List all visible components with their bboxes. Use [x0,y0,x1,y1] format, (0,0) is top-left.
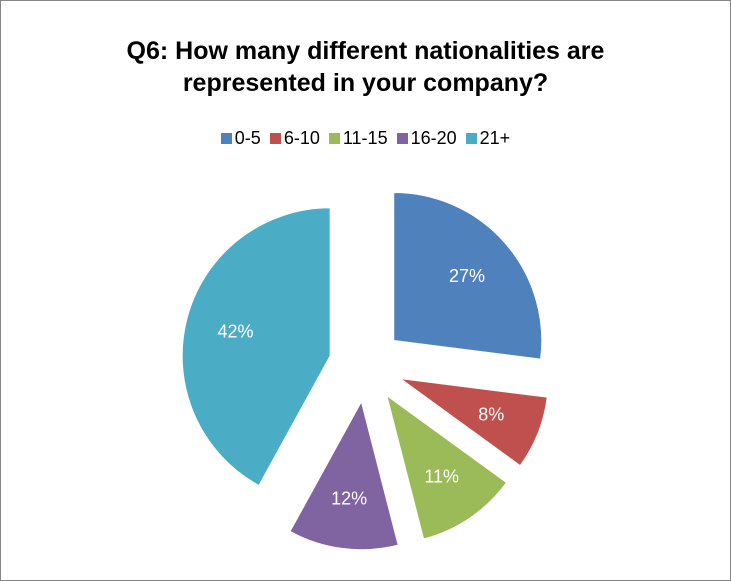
data-label-6-10: 8% [478,405,504,425]
legend-item-11-15: 11-15 [328,128,388,149]
legend-label-16-20: 16-20 [410,128,457,148]
legend-swatch-11-15 [328,133,340,144]
data-label-21-plus: 42% [218,322,254,342]
legend-label-11-15: 11-15 [342,128,388,148]
legend-swatch-21-plus [465,133,477,144]
legend-swatch-0-5 [220,133,232,144]
pie-slice-21-plus [181,207,331,487]
data-label-16-20: 12% [331,489,367,509]
legend-swatch-16-20 [396,133,408,144]
pie-slice-16-20 [289,400,399,551]
legend-item-6-10: 6-10 [269,128,320,149]
legend-item-21-plus: 21+ [465,128,511,149]
legend-item-16-20: 16-20 [396,128,457,149]
chart-title: Q6: How many different nationalities are… [1,35,730,99]
chart-title-line-1: Q6: How many different nationalities are [126,37,605,65]
chart-legend: 0-5 6-10 11-15 16-20 21+ [1,128,730,149]
data-label-11-15: 11% [424,466,459,486]
legend-label-6-10: 6-10 [283,128,320,148]
legend-swatch-6-10 [269,133,281,144]
data-label-0-5: 27% [449,266,485,286]
legend-label-0-5: 0-5 [234,128,261,148]
chart-title-line-2: represented in your company? [182,69,549,97]
pie-slice-0-5 [393,192,543,360]
legend-label-21-plus: 21+ [479,128,511,148]
pie-slice-11-15 [385,394,508,540]
legend-item-0-5: 0-5 [220,128,261,149]
pie-slice-6-10 [400,378,548,467]
